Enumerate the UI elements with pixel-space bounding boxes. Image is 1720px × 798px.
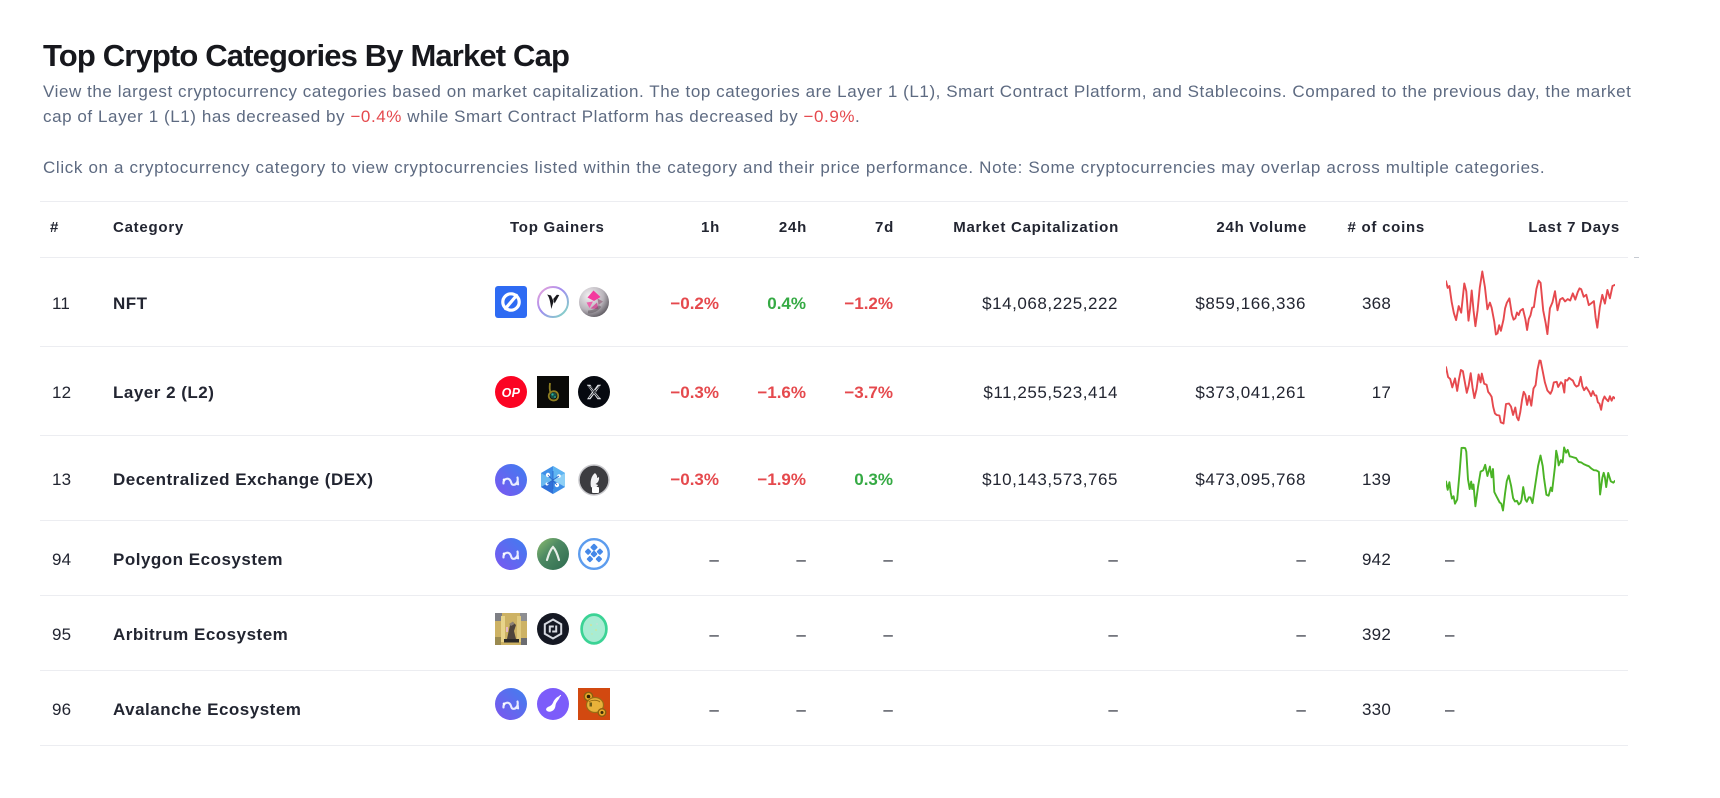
svg-text:OP: OP: [502, 386, 521, 400]
